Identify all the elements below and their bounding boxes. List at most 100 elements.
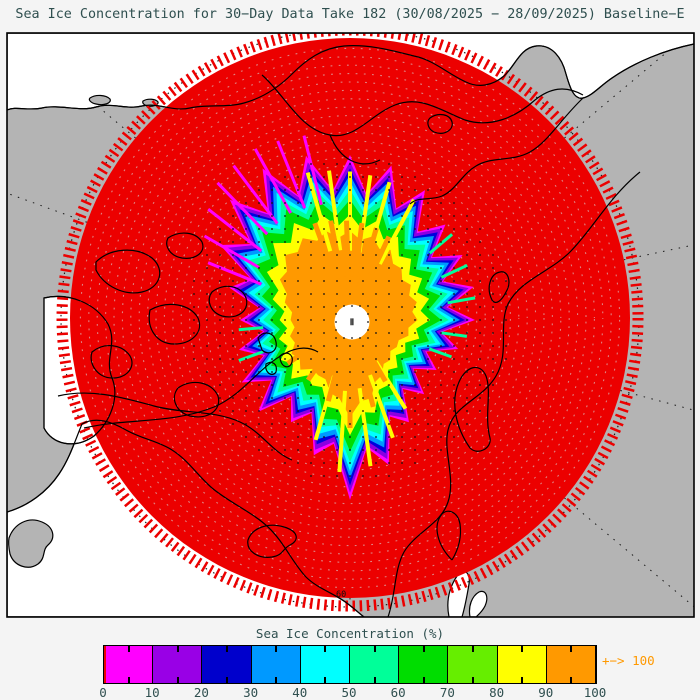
ice-streak-ray — [378, 198, 416, 265]
ice-streak-ray — [354, 227, 379, 298]
colorbar-minor-tick — [570, 677, 573, 683]
ice-streak-ray — [440, 331, 468, 338]
pole-grid-dot — [367, 337, 369, 339]
swath-texture-ring — [147, 115, 553, 521]
colorbar-over-range-strip — [104, 646, 106, 683]
ice-streak-ray — [207, 208, 263, 252]
pole-grid-dot — [335, 305, 337, 307]
colorbar-minor-tick — [176, 646, 179, 652]
swath-texture-ring — [180, 148, 520, 488]
coast-anadyr-loop — [329, 134, 381, 165]
island-svalbard-1 — [257, 332, 277, 354]
coast-white-sea — [436, 510, 462, 561]
pole-grid-dot — [351, 305, 353, 307]
colorbar-cell-10-20 — [153, 646, 203, 683]
swath-texture-ring — [79, 47, 621, 589]
swath-texture-ring — [113, 81, 587, 555]
ice-streak-ray — [447, 296, 476, 305]
swath-texture-ring — [96, 64, 604, 572]
ice-streak-ray — [428, 347, 453, 359]
island-wrangel — [427, 113, 453, 134]
coast-greenland-ne — [83, 347, 319, 429]
colorbar-tick-20: 20 — [193, 685, 209, 700]
island-novaya-zemlya — [454, 366, 491, 452]
ice-streak-ray — [356, 334, 388, 383]
ice-streak-ray — [203, 234, 260, 269]
pole-grid-dot — [343, 337, 345, 339]
island-aleut-1 — [88, 94, 111, 106]
colorbar-tick-60: 60 — [390, 685, 406, 700]
colorbar-tick-30: 30 — [243, 685, 259, 700]
ice-streak-ray — [312, 222, 344, 297]
ocean-atlantic-bottom-left-coast — [7, 419, 365, 617]
pole-grid-dot — [335, 337, 337, 339]
ice-streak-ray — [328, 220, 348, 296]
ice-streak-ray — [344, 220, 352, 296]
island-svalbard-3 — [265, 361, 277, 376]
swath-texture-ring — [205, 173, 495, 463]
ice-streak-ray — [286, 328, 336, 366]
colorbar-tick-40: 40 — [292, 685, 308, 700]
ice-streak-ray — [350, 222, 365, 297]
swath-texture-ring — [155, 123, 545, 513]
ice-streak-ray — [305, 333, 342, 382]
colorbar-minor-tick — [422, 677, 425, 683]
swath-texture-ring — [138, 106, 562, 530]
colorbar-minor-tick — [521, 646, 524, 652]
colorbar-minor-tick — [275, 646, 278, 652]
colorbar-cell-40-50 — [300, 646, 351, 683]
coastlines — [7, 33, 694, 617]
colorbar-cell-60-70 — [399, 646, 449, 683]
colorbar-cell-80-90 — [497, 646, 547, 683]
ice-streak-ray — [353, 341, 376, 408]
colorbar-tick-80: 80 — [489, 685, 505, 700]
bay-canada-left-coast — [43, 295, 116, 445]
colorbar-tick-100: 100 — [583, 685, 607, 700]
ice-streak-ray — [238, 350, 264, 362]
coast-siberia-scandinavia — [387, 171, 641, 617]
colorbar-title: Sea Ice Concentration (%) — [255, 626, 445, 641]
colorbar-tick-0: 0 — [99, 685, 107, 700]
colorbar-minor-tick — [226, 677, 228, 683]
ice-streak-ray — [428, 233, 454, 255]
colorbar-minor-tick — [472, 677, 474, 683]
ice-streak-ray — [440, 263, 468, 279]
pole-grid-dot — [351, 337, 353, 339]
pole-grid-dot — [367, 313, 369, 315]
colorbar-tick-10: 10 — [144, 685, 160, 700]
ice-streak-ray — [337, 390, 347, 473]
colorbar-minor-tick — [570, 646, 573, 652]
plot-title: Sea Ice Concentration for 30−Day Data Ta… — [15, 7, 685, 22]
pole-grid-dot — [335, 329, 337, 331]
colorbar-cell-20-30 — [202, 646, 252, 683]
island-left-border — [7, 519, 54, 568]
ice-streak-ray — [302, 135, 323, 206]
coast-east-siberia — [409, 97, 584, 205]
ice-streak-ray — [357, 387, 373, 467]
colorbar — [103, 645, 597, 684]
colorbar-minor-tick — [127, 677, 130, 683]
pole-hole-circle — [334, 304, 370, 340]
pole-grid-dot — [367, 321, 369, 323]
ice-streak-ray — [325, 339, 348, 402]
colorbar-cell-70-80 — [448, 646, 498, 683]
swath-texture-ring — [105, 73, 595, 563]
colorbar-cell-30-40 — [251, 646, 301, 683]
ice-streak-ray — [207, 261, 262, 286]
colorbar-minor-tick — [324, 646, 327, 652]
pole-hole: Ⅱ — [334, 304, 370, 340]
colorbar-minor-tick — [521, 677, 524, 683]
gulf-finland — [468, 590, 488, 617]
pole-grid-dot — [367, 329, 369, 331]
ice-streak-ray — [368, 374, 395, 439]
island-canadian-1 — [95, 249, 161, 294]
colorbar-tick-70: 70 — [439, 685, 455, 700]
ice-streak-ray — [216, 181, 269, 236]
pole-grid-dot — [343, 305, 345, 307]
colorbar-cell-0-10 — [104, 646, 154, 683]
island-canadian-4 — [166, 232, 204, 259]
pole-grid-dot — [335, 313, 337, 315]
colorbar-minor-tick — [324, 677, 327, 683]
